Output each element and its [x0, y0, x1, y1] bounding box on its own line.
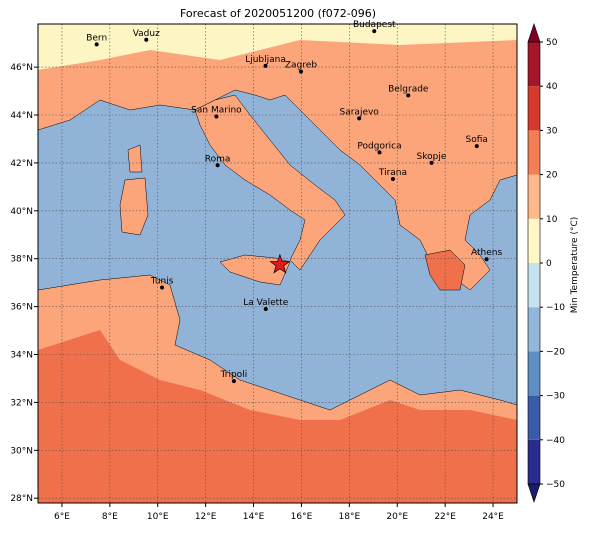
city-label: Athens [471, 248, 502, 258]
city-label: La Valette [243, 298, 288, 308]
city-dot [160, 285, 165, 290]
city-dot [263, 307, 268, 312]
y-tick-label: 38°N [10, 255, 33, 265]
colorbar-band [528, 351, 540, 396]
city-label: Sofia [466, 135, 488, 145]
city-dot [263, 63, 268, 68]
y-tick-label: 34°N [10, 351, 33, 361]
y-tick-label: 42°N [10, 159, 33, 169]
city-dot [429, 160, 434, 165]
city-label: Roma [205, 154, 231, 164]
colorbar: −50 −40 −30 −20 −10 0 10 20 30 40 50 [527, 23, 565, 503]
city-dot [144, 37, 149, 42]
x-tick-label: 22°E [434, 512, 456, 522]
colorbar-tick-label: −10 [546, 303, 565, 313]
x-tick-label: 10°E [147, 512, 169, 522]
x-tick-label: 20°E [386, 512, 408, 522]
city-dot [372, 29, 377, 34]
y-tick-label: 32°N [10, 398, 33, 408]
y-tick-label: 30°N [10, 446, 33, 456]
land-sardinia [119, 177, 149, 236]
colorbar-tick-label: 20 [546, 171, 558, 181]
city-label: Bern [86, 33, 107, 43]
city-dot [406, 93, 411, 98]
city-label: Skopje [417, 152, 447, 162]
event-marker [269, 253, 291, 274]
graticule [38, 24, 517, 503]
map-frame [37, 23, 518, 504]
y-tick-label: 40°N [10, 207, 33, 217]
x-tick-label: 16°E [291, 512, 313, 522]
colorbar-tick-label: −50 [546, 480, 565, 490]
colorbar-band [528, 395, 540, 440]
city-label: Tunis [150, 276, 174, 286]
city-dot [390, 176, 395, 181]
y-tick-label: 44°N [10, 111, 33, 121]
city-dot [484, 257, 489, 262]
colorbar-tick-label: −20 [546, 347, 565, 357]
city-label: Zagreb [285, 61, 317, 71]
colorbar-band [528, 130, 540, 175]
colorbar-band [528, 307, 540, 352]
colorbar-extend-high [527, 23, 541, 43]
city-dot [298, 69, 303, 74]
x-tick-label: 18°E [339, 512, 361, 522]
city-label: Ljubljana [245, 55, 286, 65]
warm-zone [38, 330, 517, 503]
city-label: Podgorica [357, 141, 401, 151]
x-tick-label: 12°E [195, 512, 217, 522]
colorbar-tick-label: −30 [546, 392, 565, 402]
city-label: Budapest [353, 20, 396, 30]
colorbar-band [528, 42, 540, 87]
colorbar-band [528, 263, 540, 308]
y-tick-label: 36°N [10, 303, 33, 313]
city-dot [357, 116, 362, 121]
colorbar-label: Min Temperature (°C) [570, 217, 580, 314]
city-dot [215, 163, 220, 168]
colorbar-tick-label: 10 [546, 215, 558, 225]
city-label: San Marino [191, 105, 242, 115]
colorbar-tick-label: 30 [546, 126, 558, 136]
colorbar-tick-label: 0 [546, 259, 552, 269]
colorbar-tick-label: 50 [546, 38, 558, 48]
land-italy [194, 94, 346, 271]
city-label: Belgrade [388, 84, 429, 94]
y-tick-label: 46°N [10, 63, 33, 73]
city-label: Tripoli [220, 370, 248, 380]
city-label: Sarajevo [340, 107, 380, 117]
x-tick-label: 14°E [243, 512, 265, 522]
city-dot [377, 150, 382, 155]
colorbar-band [528, 439, 540, 484]
city-label: Vaduz [133, 29, 160, 39]
city-dot [231, 379, 236, 384]
colorbar-band [528, 174, 540, 219]
colorbar-band [528, 218, 540, 263]
city-label: Tirana [378, 168, 407, 178]
map-title: Forecast of 2020051200 (f072-096) [180, 7, 376, 20]
city-dot [214, 114, 219, 119]
city-dot [94, 42, 99, 47]
colorbar-band [528, 86, 540, 131]
colorbar-tick-label: −40 [546, 436, 565, 446]
y-tick-label: 28°N [10, 494, 33, 504]
colorbar-extend-low [527, 483, 541, 503]
city-dot [474, 144, 479, 149]
x-tick-label: 24°E [482, 512, 504, 522]
colorbar-tick-label: 40 [546, 82, 558, 92]
map-area [38, 24, 517, 503]
x-tick-label: 6°E [54, 512, 70, 522]
land-corsica [127, 144, 143, 173]
x-tick-label: 8°E [102, 512, 118, 522]
